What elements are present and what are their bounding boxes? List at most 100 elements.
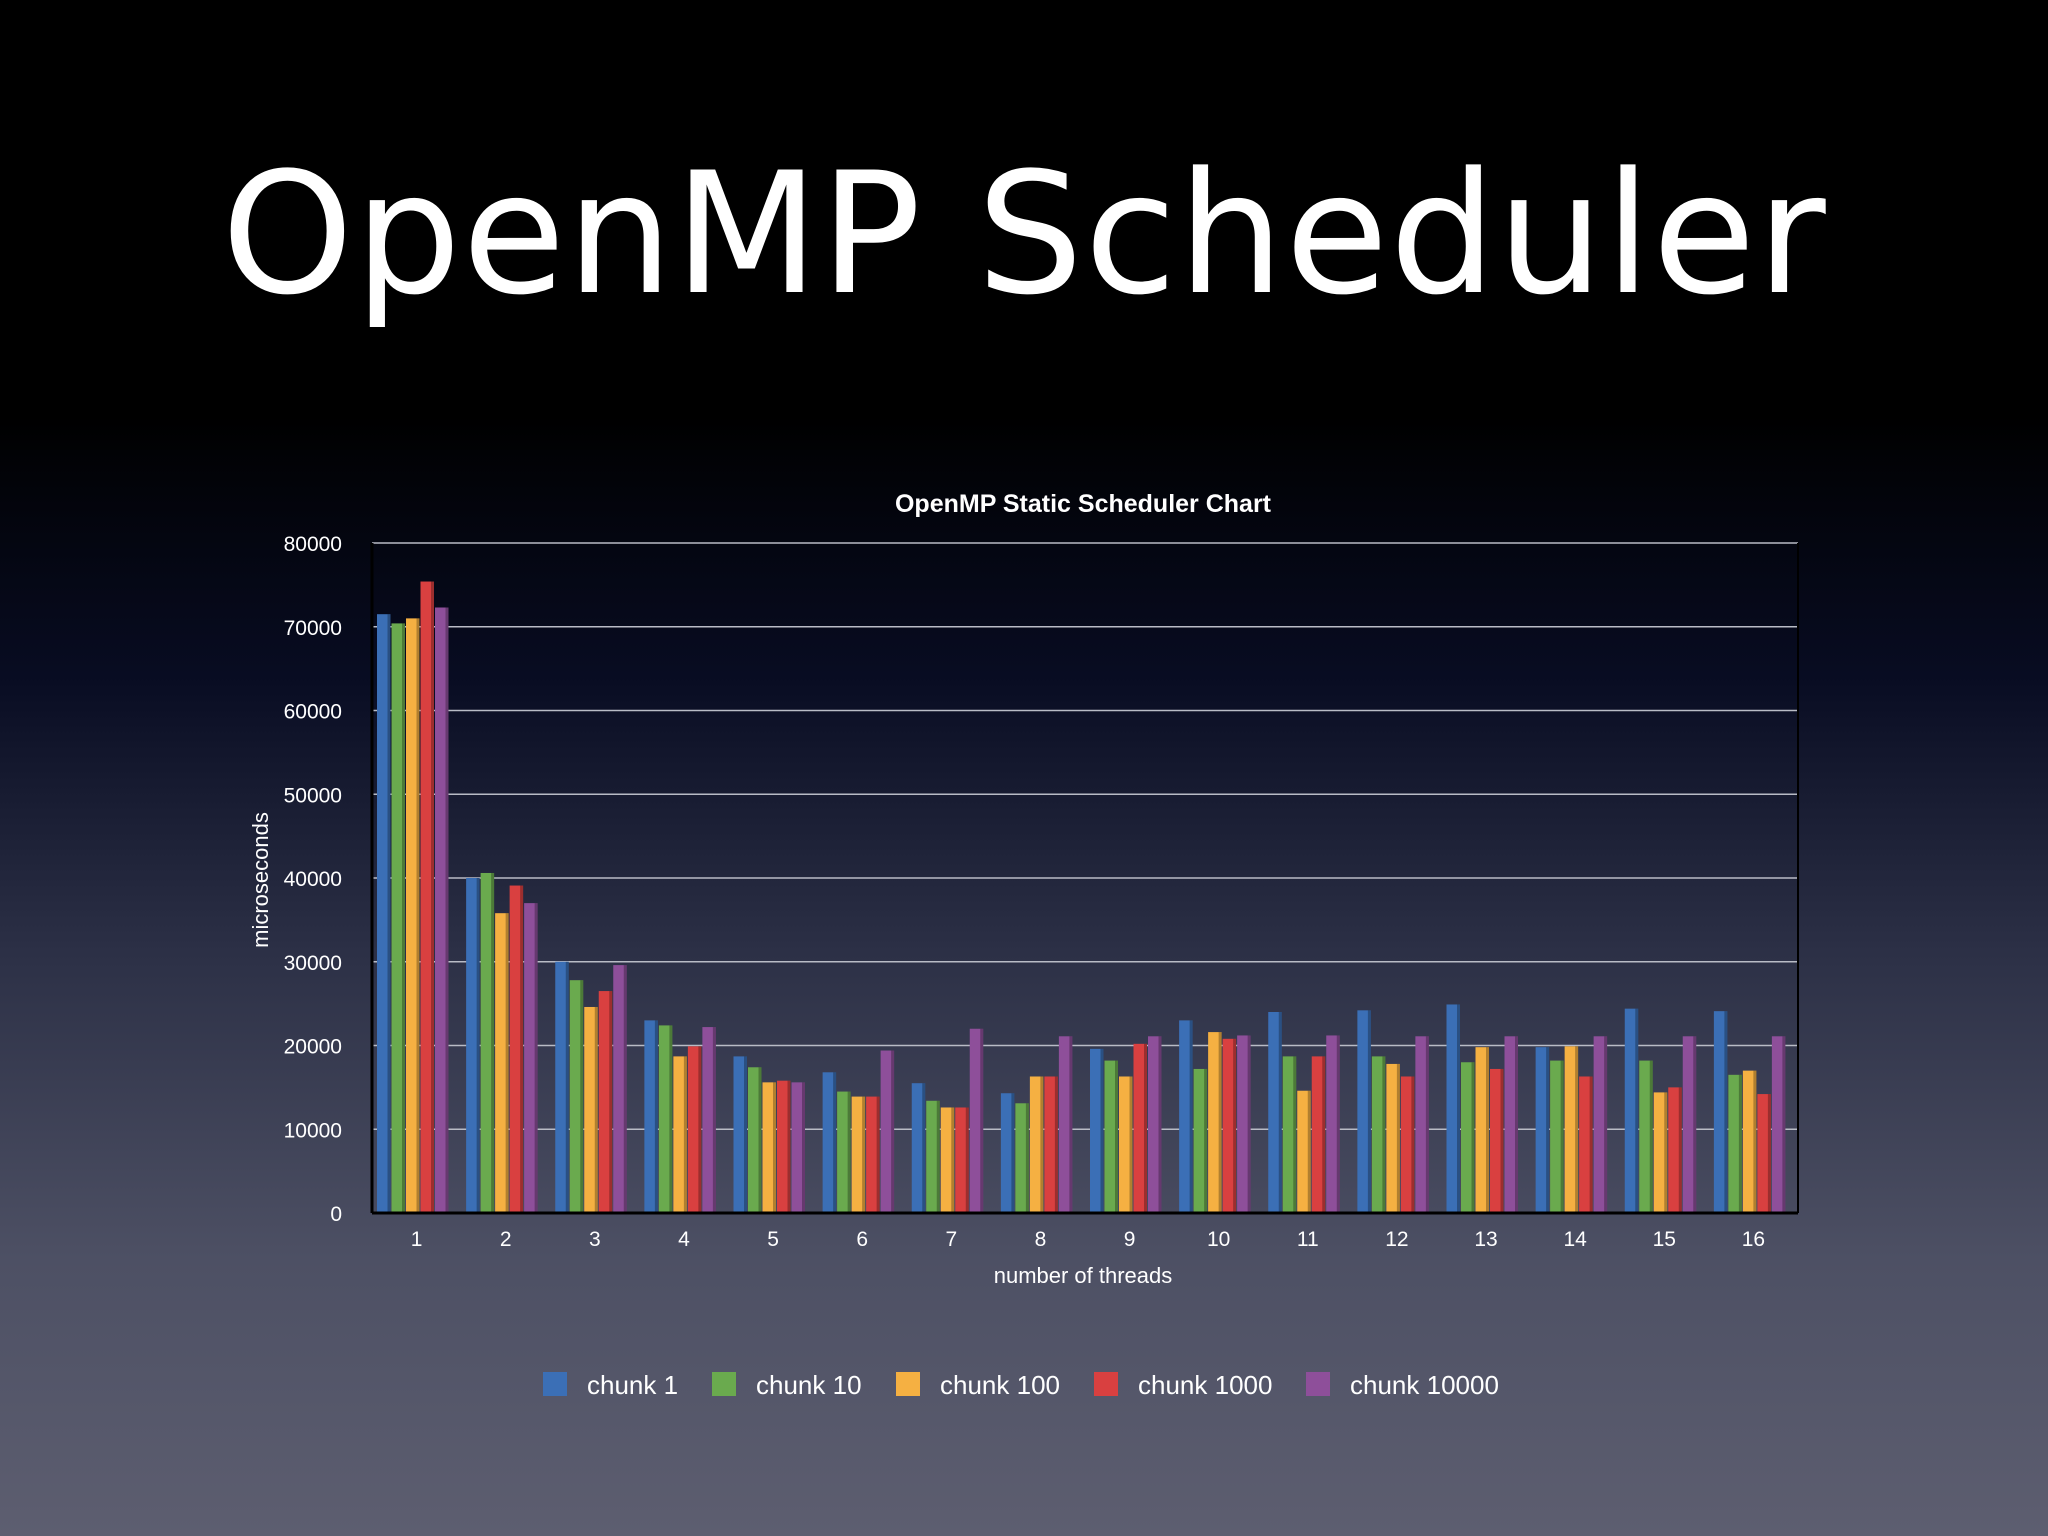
bar-chunk-10-threads-13	[1461, 1062, 1475, 1213]
bar-shade	[669, 1025, 673, 1213]
bar-shade	[1336, 1035, 1340, 1213]
bar-shade	[1649, 1060, 1653, 1213]
x-tick-label: 2	[500, 1228, 512, 1251]
bar-chunk-1000-threads-9	[1133, 1043, 1147, 1213]
bar-chunk-1-threads-3	[555, 961, 569, 1213]
bar-chunk-10000-threads-10	[1237, 1035, 1251, 1213]
bar-shade	[1293, 1056, 1297, 1213]
bar-shade	[1247, 1035, 1251, 1213]
bar-chunk-1000-threads-8	[1044, 1076, 1058, 1213]
bar-chunk-100-threads-15	[1653, 1092, 1668, 1213]
bar-shade	[1560, 1060, 1564, 1213]
x-tick-label: 14	[1564, 1228, 1588, 1251]
bar-shade	[1678, 1087, 1682, 1213]
bar-chunk-1000-threads-10	[1222, 1038, 1237, 1213]
bar-chunk-10-threads-2	[480, 872, 495, 1213]
x-tick-label: 10	[1207, 1228, 1230, 1251]
y-tick-label: 10000	[284, 1119, 342, 1142]
bar-chunk-10000-threads-3	[613, 965, 627, 1213]
bars	[377, 581, 1786, 1213]
x-tick-label: 7	[945, 1228, 957, 1251]
bar-shade	[505, 913, 509, 1213]
bar-chunk-100-threads-8	[1029, 1076, 1044, 1213]
bar-shade	[1604, 1036, 1608, 1213]
bar-shade	[1040, 1076, 1044, 1213]
bar-shade	[891, 1050, 895, 1213]
bar-shade	[1307, 1090, 1311, 1213]
bar-chunk-100-threads-2	[495, 913, 509, 1213]
bar-chunk-1-threads-7	[911, 1083, 926, 1213]
bar-chunk-10000-threads-12	[1415, 1036, 1429, 1213]
bar-chunk-100-threads-10	[1208, 1032, 1222, 1213]
bar-shade	[1322, 1056, 1326, 1213]
bar-shade	[1396, 1063, 1400, 1213]
bar-shade	[416, 618, 420, 1213]
bar-shade	[951, 1107, 955, 1213]
bar-shade	[491, 872, 495, 1213]
bar-shade	[1100, 1048, 1104, 1213]
y-axis-label: microseconds	[248, 812, 273, 948]
bar-chunk-10000-threads-7	[969, 1028, 984, 1213]
legend-label: chunk 10	[756, 1370, 862, 1400]
bar-shade	[1767, 1094, 1771, 1213]
bar-shade	[580, 980, 584, 1213]
y-tick-label: 80000	[284, 533, 342, 556]
bar-shade	[623, 965, 627, 1213]
bar-shade	[594, 1006, 598, 1213]
x-tick-label: 15	[1653, 1228, 1676, 1251]
bar-chunk-100-threads-11	[1297, 1090, 1311, 1213]
bar-shade	[534, 903, 538, 1213]
y-tick-label: 70000	[284, 617, 342, 640]
bar-shade	[1278, 1012, 1282, 1213]
bar-chunk-1000-threads-11	[1311, 1056, 1326, 1213]
y-tick-labels: 0 10000 20000 30000 40000 50000 60000 70000 8000…	[284, 533, 342, 1226]
x-tick-label: 12	[1385, 1228, 1408, 1251]
bar-chunk-10-threads-15	[1639, 1060, 1653, 1213]
x-tick-label: 13	[1474, 1228, 1497, 1251]
bar-chunk-1-threads-4	[644, 1020, 658, 1213]
bar-chunk-100-threads-16	[1742, 1070, 1757, 1213]
bar-chunk-10-threads-12	[1371, 1056, 1386, 1213]
bar-shade	[833, 1072, 837, 1213]
bar-chunk-1-threads-16	[1713, 1011, 1728, 1213]
legend-swatch	[543, 1372, 567, 1396]
bar-shade	[1367, 1010, 1371, 1213]
bar-chunk-10-threads-4	[658, 1025, 673, 1213]
bar-chunk-10-threads-16	[1728, 1074, 1742, 1213]
x-tick-label: 5	[767, 1228, 779, 1251]
bar-shade	[1011, 1093, 1015, 1213]
bar-chunk-1000-threads-14	[1579, 1076, 1593, 1213]
bar-chunk-10000-threads-13	[1504, 1036, 1518, 1213]
bar-chunk-10000-threads-1	[435, 607, 449, 1213]
bar-shade	[520, 885, 524, 1213]
bar-shade	[1144, 1043, 1147, 1213]
bar-shade	[1382, 1056, 1386, 1213]
bar-shade	[862, 1096, 866, 1213]
bar-chunk-10-threads-11	[1282, 1056, 1297, 1213]
bar-chunk-100-threads-6	[851, 1096, 866, 1213]
y-tick-label: 0	[330, 1203, 342, 1226]
bar-shade	[802, 1082, 805, 1213]
bar-chunk-10-threads-14	[1550, 1060, 1564, 1213]
bar-shade	[1693, 1036, 1697, 1213]
bar-chunk-1-threads-12	[1357, 1010, 1371, 1213]
bar-chunk-1-threads-15	[1624, 1008, 1639, 1213]
bar-chunk-10-threads-5	[748, 1067, 762, 1213]
chart-title: OpenMP Static Scheduler Chart	[895, 490, 1272, 518]
bar-shade	[431, 581, 434, 1213]
bar-chunk-100-threads-4	[673, 1056, 687, 1213]
bar-shade	[1129, 1076, 1133, 1213]
bar-shade	[712, 1027, 716, 1213]
bar-chunk-1-threads-2	[466, 878, 480, 1213]
bar-chunk-10000-threads-15	[1682, 1036, 1697, 1213]
bar-chunk-100-threads-12	[1386, 1063, 1400, 1213]
y-tick-label: 20000	[284, 1036, 342, 1059]
bar-chunk-1-threads-1	[377, 614, 391, 1213]
bar-chunk-1000-threads-6	[866, 1096, 880, 1213]
bar-shade	[758, 1067, 762, 1213]
bar-chunk-1-threads-11	[1268, 1012, 1282, 1213]
bar-chunk-1000-threads-5	[777, 1080, 791, 1213]
legend-label: chunk 100	[940, 1370, 1060, 1400]
bar-shade	[1457, 1004, 1460, 1213]
